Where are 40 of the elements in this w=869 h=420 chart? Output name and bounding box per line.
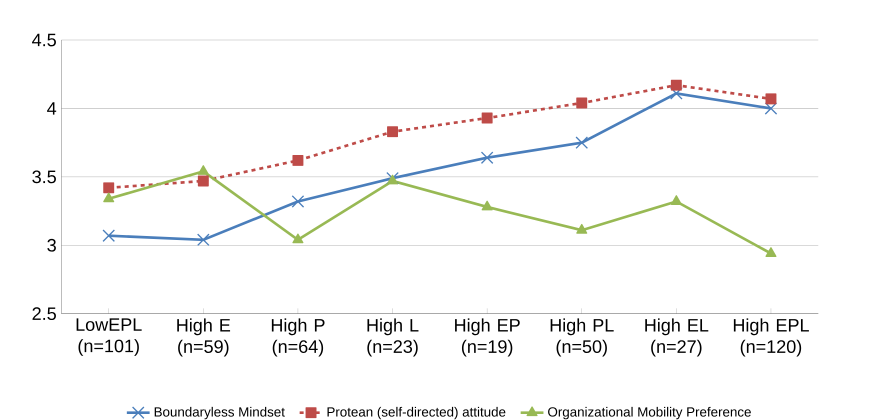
legend-label: Organizational Mobility Preference [548, 406, 751, 420]
point [102, 229, 116, 242]
point [576, 224, 588, 234]
x-tick-label: High EPL (n=120) [734, 318, 809, 356]
point [670, 194, 682, 205]
x-tick-label: High P (n=64) [272, 318, 325, 356]
point [198, 175, 209, 186]
point [480, 151, 494, 164]
point [764, 102, 778, 115]
point [670, 86, 683, 100]
point [196, 233, 210, 246]
x-tick-label: High EP (n=19) [455, 318, 520, 356]
y-tick-label: 2.5 [32, 307, 56, 320]
point [103, 182, 114, 194]
legend-label: Protean (self-directed) attitude [328, 406, 506, 420]
point [292, 194, 304, 208]
point [198, 164, 209, 175]
point [292, 154, 304, 166]
point [386, 172, 399, 184]
y-tick-label: 3 [47, 238, 56, 252]
x-tick-label: High L (n=23) [367, 318, 418, 356]
point [292, 233, 304, 244]
x-tick-label: High E (n=59) [177, 318, 230, 356]
x-tick-label: High PL (n=50) [550, 318, 614, 356]
x-tick-label: LowEPL (n=101) [76, 318, 142, 356]
point [765, 93, 776, 104]
legend-label: Boundaryless Mindset [154, 406, 285, 420]
point [670, 79, 682, 90]
point [482, 200, 493, 210]
y-tick-label: 4 [47, 102, 56, 114]
x-tick-label: High EL (n=27) [645, 318, 708, 356]
point [387, 174, 398, 184]
point [576, 97, 588, 108]
point [765, 246, 776, 257]
point [387, 126, 398, 137]
point [103, 192, 114, 202]
point [575, 136, 588, 149]
point [482, 112, 493, 124]
y-tick-label: 3.5 [32, 170, 56, 183]
y-tick-label: 4.5 [32, 34, 56, 46]
